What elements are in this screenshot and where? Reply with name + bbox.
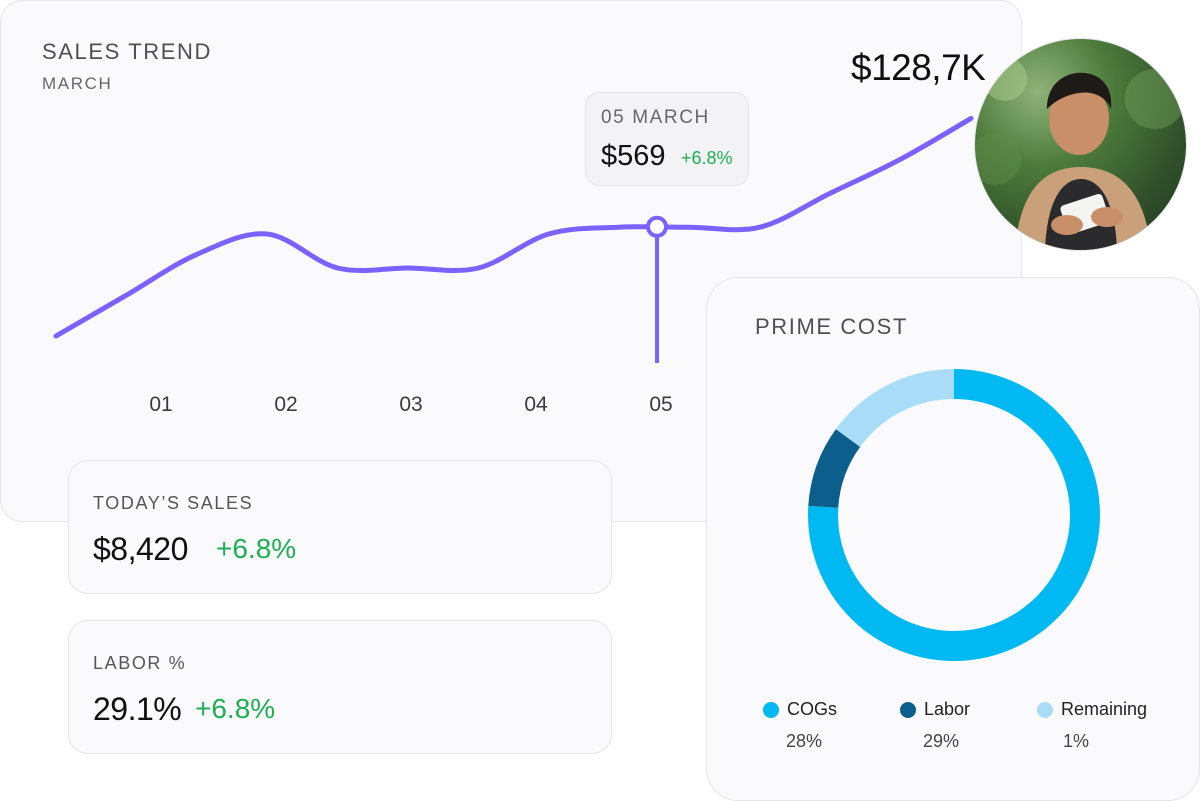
highlight-marker-point[interactable]	[646, 215, 668, 238]
legend-label-labor: Labor	[924, 699, 971, 719]
tooltip-date: 05 MARCH	[601, 107, 710, 128]
prime-cost-card: PRIME COST COGs 28% Labor 29% Remaining …	[706, 277, 1200, 801]
sales-total: $128,7K	[851, 47, 986, 88]
trend-line	[53, 115, 974, 339]
labor-change: +6.8%	[195, 693, 276, 724]
legend-value-cogs: 28%	[786, 731, 823, 751]
tooltip-value: $569	[601, 140, 666, 172]
prime-cost-donut	[808, 369, 1100, 661]
donut-segment-labor[interactable]	[808, 429, 861, 509]
todays-sales-card: TODAY’S SALES $8,420 +6.8%	[68, 460, 612, 594]
tooltip-change: +6.8%	[681, 148, 733, 168]
highlight-tooltip: 05 MARCH $569 +6.8%	[585, 92, 749, 186]
x-tick-label: 05	[649, 393, 672, 416]
x-tick-label: 03	[399, 393, 422, 416]
todays-sales-label: TODAY’S SALES	[93, 493, 254, 513]
legend-value-labor: 29%	[923, 731, 960, 751]
labor-value: 29.1%	[93, 691, 182, 727]
legend-dot-cogs	[763, 702, 779, 718]
x-tick-label: 01	[149, 393, 172, 416]
donut-segment-cogs[interactable]	[808, 369, 1100, 661]
sales-trend-title: SALES TREND	[42, 39, 213, 64]
legend-value-remaining: 1%	[1063, 731, 1090, 751]
legend-dot-labor	[900, 702, 916, 718]
donut-segment-remaining[interactable]	[835, 369, 955, 448]
x-tick-label: 02	[274, 393, 297, 416]
labor-card: LABOR % 29.1% +6.8%	[68, 620, 612, 754]
avatar	[975, 39, 1186, 250]
x-tick-label: 04	[524, 393, 548, 416]
todays-sales-value: $8,420	[93, 531, 188, 567]
legend-dot-remaining	[1037, 702, 1053, 718]
prime-cost-title: PRIME COST	[755, 314, 908, 339]
profile-photo-icon	[975, 57, 1185, 250]
labor-label: LABOR %	[93, 653, 187, 673]
sales-trend-subtitle: MARCH	[42, 74, 113, 93]
todays-sales-change: +6.8%	[216, 533, 297, 564]
legend-label-cogs: COGs	[787, 699, 838, 719]
legend-label-remaining: Remaining	[1061, 699, 1148, 719]
x-axis-ticks: 01 02 03 04 05	[149, 393, 672, 416]
